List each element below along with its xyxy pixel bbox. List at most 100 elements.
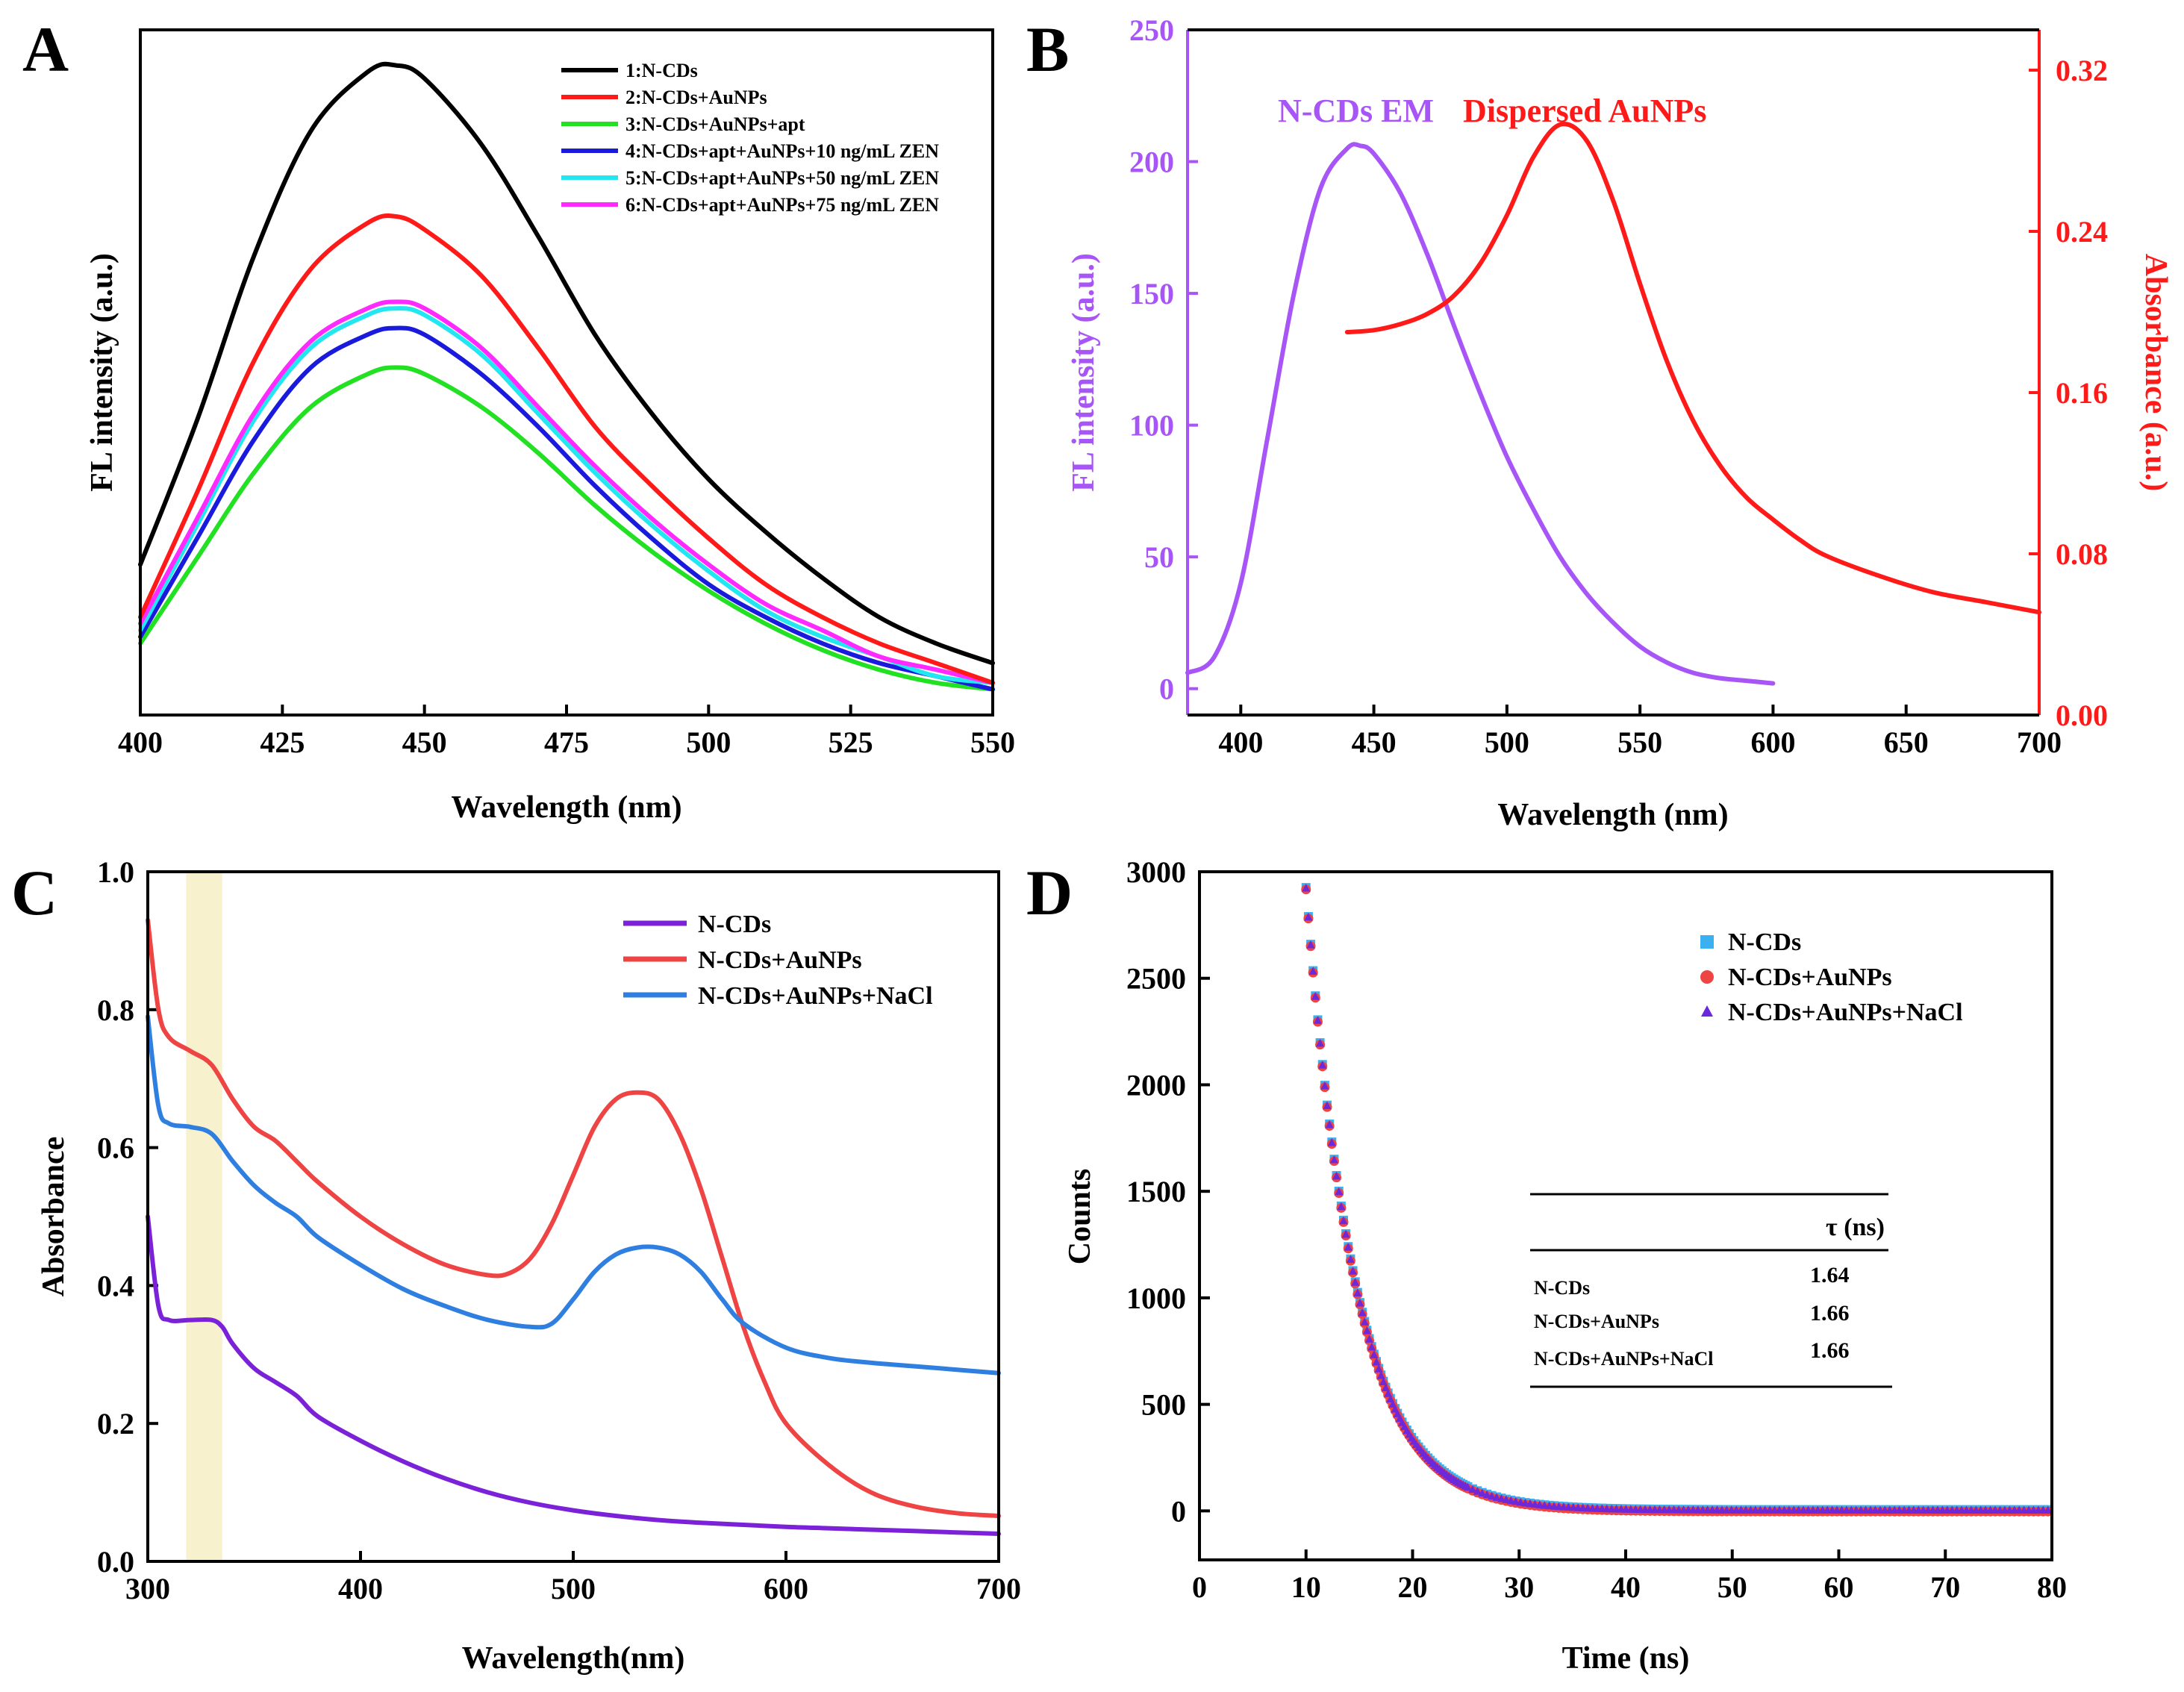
chart-a-legend: 1:N-CDs 2:N-CDs+AuNPs 3:N-CDs+AuNPs+apt 4:N…	[561, 60, 939, 216]
chart-b-y2-y-tick-label: 0.24	[2056, 215, 2108, 249]
chart-c-highlight-band	[186, 872, 222, 1561]
chart-a-y-axis-title: FL intensity (a.u.)	[85, 253, 119, 492]
chart-b-y-tick-label: 200	[1129, 146, 1174, 179]
chart-b-x-tick-label: 700	[2017, 725, 2062, 759]
chart-c-y-tick-label: 0.0	[97, 1545, 134, 1579]
chart-c-y-tick-label: 0.4	[97, 1269, 134, 1302]
chart-d-x-tick-label: 0	[1192, 1570, 1207, 1604]
chart-d-data-point	[1502, 1495, 1511, 1503]
table-row-label: N-CDs+AuNPs	[1534, 1311, 1659, 1332]
chart-d-x-tick-label: 50	[1717, 1570, 1747, 1604]
chart-d-data-point	[1497, 1493, 1506, 1502]
chart-c-x-tick-label: 400	[338, 1572, 383, 1605]
chart-c-y-tick-label: 0.8	[97, 993, 134, 1027]
chart-d-y-tick-label: 1000	[1126, 1282, 1186, 1315]
chart-b-y2-y-tick-label: 0.16	[2056, 376, 2108, 410]
chart-d-data-point	[2044, 1505, 2053, 1514]
chart-a: 400 425 450 475 500 525 550 Wavelength (nm) FL…	[85, 28, 1015, 825]
chart-b-x-tick-label: 600	[1750, 725, 1795, 759]
chart-d-data-point	[1355, 1299, 1364, 1307]
chart-d-legend-label: N-CDs+AuNPs+NaCl	[1728, 999, 1963, 1026]
chart-d-data-point	[1482, 1490, 1491, 1499]
chart-d-data-point	[1346, 1255, 1355, 1264]
chart-a-x-tick-label: 525	[829, 725, 873, 759]
chart-d-y-tick-label: 3000	[1126, 855, 1186, 889]
chart-b-x-tick-label: 500	[1485, 725, 1529, 759]
chart-d-x-tick-label: 80	[2037, 1570, 2067, 1604]
chart-d-x-tick-label: 20	[1398, 1570, 1428, 1604]
chart-d-legend-label: N-CDs	[1728, 928, 1801, 956]
chart-a-x-tick-label: 450	[402, 725, 447, 759]
chart-d-y-tick-label: 2000	[1126, 1068, 1186, 1102]
chart-d-data-point	[1323, 1101, 1332, 1110]
chart-b-x-axis-title: Wavelength (nm)	[1497, 798, 1728, 832]
chart-d-data-point	[1327, 1137, 1336, 1146]
chart-a-legend-label: 1:N-CDs	[625, 60, 698, 81]
chart-a-series-line	[138, 306, 995, 685]
chart-d-x-tick-label: 40	[1611, 1570, 1641, 1604]
chart-d-y-axis-title: Counts	[1063, 1169, 1097, 1264]
chart-c-legend-label: N-CDs+AuNPs	[698, 946, 862, 974]
chart-d-data-point	[1302, 883, 1311, 892]
panel-label-a: A	[22, 13, 69, 85]
chart-d-legend-swatch	[1701, 1005, 1713, 1017]
chart-c-x-tick-label: 500	[551, 1572, 596, 1605]
chart-d-data-point	[1506, 1496, 1515, 1505]
chart-d-data-point	[1468, 1485, 1477, 1493]
chart-d-data-point	[1362, 1326, 1371, 1334]
chart-c: 300 400 500 600 700 0.0 0.2 0.4 0.6 0.8 1.0 Wavele…	[37, 855, 1021, 1676]
chart-a-legend-label: 6:N-CDs+apt+AuNPs+75 ng/mL ZEN	[625, 194, 939, 216]
chart-c-legend-label: N-CDs	[698, 911, 771, 938]
chart-d-data-point	[1488, 1491, 1497, 1500]
chart-a-x-tick-label: 550	[970, 725, 1015, 759]
chart-b-y-axis-title: FL intensity (a.u.)	[1067, 253, 1101, 492]
chart-d-data-point	[1332, 1171, 1341, 1180]
chart-d-data-point	[1344, 1243, 1352, 1251]
chart-d-lifetime-table: τ (ns) N-CDs 1.64 N-CDs+AuNPs 1.66 N-CDs…	[1530, 1193, 1892, 1388]
chart-a-x-tick-label: 500	[686, 725, 731, 759]
chart-b-x-tick-label: 400	[1218, 725, 1263, 759]
panel-label-c: C	[11, 857, 57, 928]
chart-a-series-line	[138, 213, 995, 685]
chart-c-legend-label: N-CDs+AuNPs+NaCl	[698, 982, 933, 1010]
chart-d-data-point	[1370, 1350, 1379, 1358]
chart-d-data-point	[1365, 1334, 1374, 1343]
chart-d-data-point	[1473, 1487, 1482, 1495]
chart-d-data-point	[1325, 1120, 1334, 1128]
chart-b-y2-y-tick-label: 0.32	[2056, 54, 2108, 87]
chart-d-y-tick-label: 1500	[1126, 1175, 1186, 1208]
chart-d-data-point	[1358, 1308, 1367, 1317]
chart-c-x-tick-label: 700	[976, 1572, 1021, 1605]
chart-a-series-line	[138, 325, 995, 692]
chart-d-data-point	[1376, 1371, 1385, 1379]
panel-label-b: B	[1026, 13, 1069, 85]
chart-c-x-tick-label: 600	[764, 1572, 808, 1605]
chart-d-data-point	[1313, 1016, 1322, 1024]
chart-a-x-tick-label: 425	[260, 725, 305, 759]
chart-d: 0 10 20 30 40 50 60 70 80 0 500 1000 1500 2000 2500 300…	[1063, 855, 2067, 1676]
chart-d-legend-label: N-CDs+AuNPs	[1728, 964, 1892, 991]
table-row-label: N-CDs+AuNPs+NaCl	[1534, 1348, 1714, 1370]
table-row-value: 1.66	[1810, 1301, 1850, 1326]
chart-c-plot-frame	[146, 870, 1000, 1563]
chart-b-x-tick-label: 550	[1617, 725, 1662, 759]
chart-d-data-point	[1341, 1229, 1350, 1238]
chart-d-x-tick-label: 10	[1291, 1570, 1321, 1604]
chart-c-y-tick-label: 1.0	[97, 855, 134, 889]
chart-d-data-point	[1511, 1496, 1520, 1505]
chart-c-legend: N-CDs N-CDs+AuNPs N-CDs+AuNPs+NaCl	[623, 911, 933, 1010]
chart-b-y-tick-label: 100	[1129, 409, 1174, 443]
chart-d-data-point	[1492, 1493, 1501, 1501]
chart-b-y-tick-label: 250	[1129, 13, 1174, 47]
chart-b-annotation-dispersed-aunps: Dispersed AuNPs	[1463, 93, 1706, 129]
chart-b-y2-y-tick-label: 0.08	[2056, 537, 2108, 571]
chart-d-data-point	[1372, 1357, 1381, 1366]
chart-d-data-point	[1367, 1343, 1376, 1351]
chart-c-series-line	[146, 917, 1001, 1518]
chart-c-y-tick-label: 0.2	[97, 1407, 134, 1440]
table-row-label: N-CDs	[1534, 1277, 1590, 1299]
chart-b-annotation-ncds-em: N-CDs EM	[1278, 93, 1434, 129]
chart-d-data-point	[1318, 1061, 1327, 1069]
chart-b-y2-axis-title: Absorbance (a.u.)	[2138, 254, 2173, 492]
